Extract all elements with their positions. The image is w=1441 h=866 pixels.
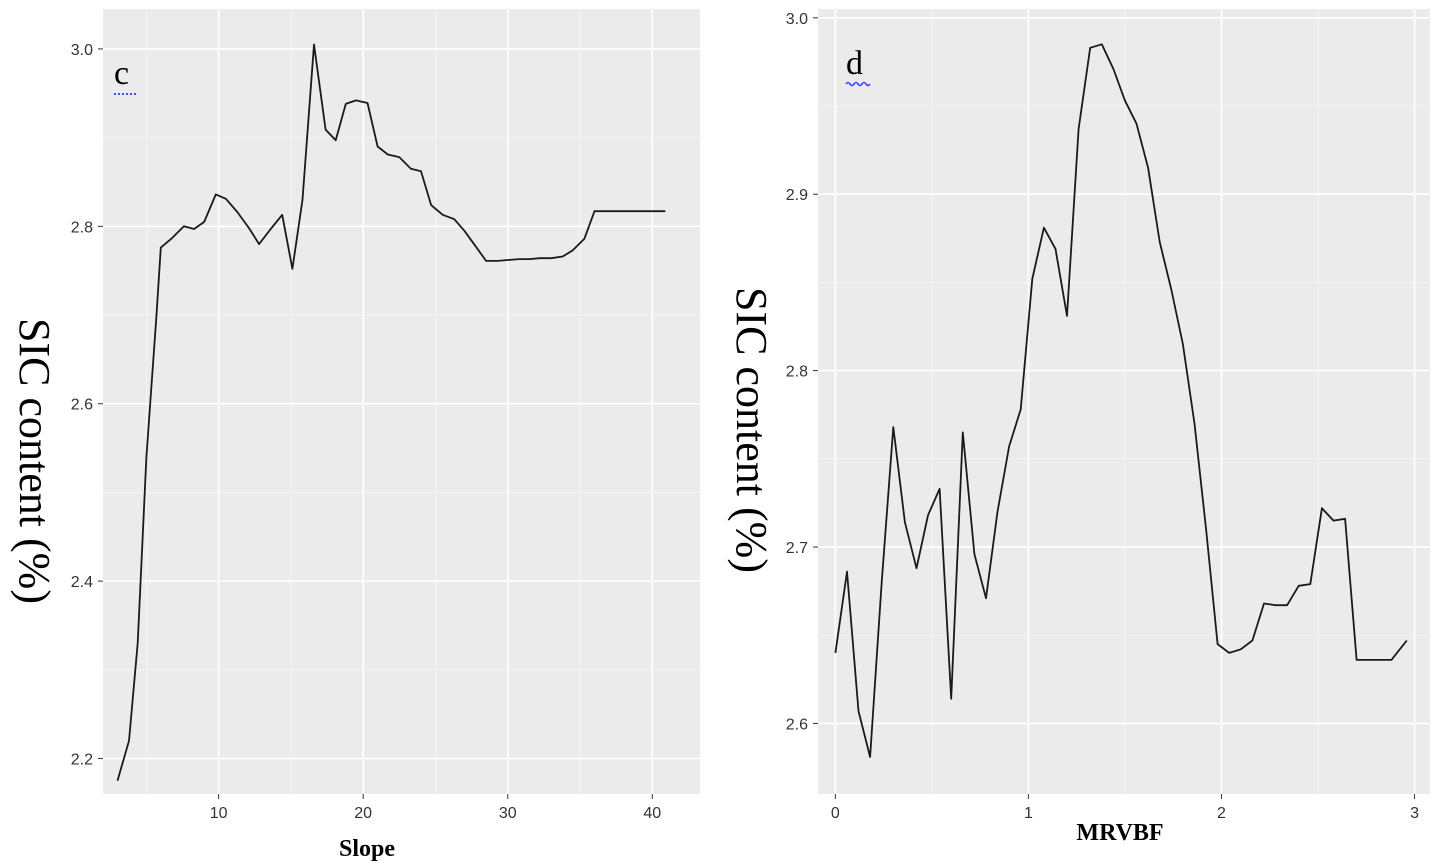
plot-background-c (103, 9, 700, 794)
ticks-d: 0 1 2 3 2.6 2.7 2.8 2.9 3.0 (786, 11, 1419, 822)
grid-d (818, 9, 1430, 794)
chart-panel-d: 0 1 2 3 2.6 2.7 2.8 2.9 3.0 d SIC content (%) MR… (727, 9, 1430, 846)
ticks-c: 10 20 30 40 2.2 2.4 2.6 2.8 3.0 (71, 42, 662, 822)
x-tick-label-c-1: 20 (354, 805, 372, 822)
y-tick-label-d-1: 2.7 (786, 540, 808, 557)
y-tick-label-c-0: 2.2 (71, 752, 93, 769)
x-tick-label-d-2: 2 (1217, 805, 1226, 822)
plot-background-d (818, 9, 1430, 794)
x-tick-label-d-1: 1 (1024, 805, 1033, 822)
y-tick-label-d-0: 2.6 (786, 716, 808, 733)
series-line-c (116, 43, 666, 781)
series-line-d (834, 43, 1408, 758)
x-tick-label-d-0: 0 (831, 805, 840, 822)
panel-label-c: c (114, 55, 129, 92)
x-tick-label-c-0: 10 (210, 805, 228, 822)
y-tick-label-c-4: 3.0 (71, 42, 93, 59)
panel-label-underline-d (845, 81, 871, 87)
panel-label-d: d (846, 45, 863, 82)
y-tick-label-d-2: 2.8 (786, 364, 808, 381)
x-tick-label-c-2: 30 (499, 805, 517, 822)
y-tick-label-c-1: 2.4 (71, 574, 93, 591)
x-tick-label-c-3: 40 (643, 805, 661, 822)
x-tick-label-d-3: 3 (1410, 805, 1419, 822)
y-tick-label-c-3: 2.8 (71, 219, 93, 236)
y-tick-label-c-2: 2.6 (71, 397, 93, 414)
x-axis-title-c: Slope (339, 836, 395, 862)
y-tick-label-d-4: 3.0 (786, 11, 808, 28)
x-axis-title-d: MRVBF (1076, 820, 1163, 846)
grid-c (103, 9, 700, 794)
y-axis-title-d: SIC content (%) (727, 287, 776, 573)
chart-panel-c: 10 20 30 40 2.2 2.4 2.6 2.8 3.0 c SIC content (%… (10, 9, 700, 862)
y-tick-label-d-3: 2.9 (786, 187, 808, 204)
y-axis-title-c: SIC content (%) (10, 318, 59, 604)
